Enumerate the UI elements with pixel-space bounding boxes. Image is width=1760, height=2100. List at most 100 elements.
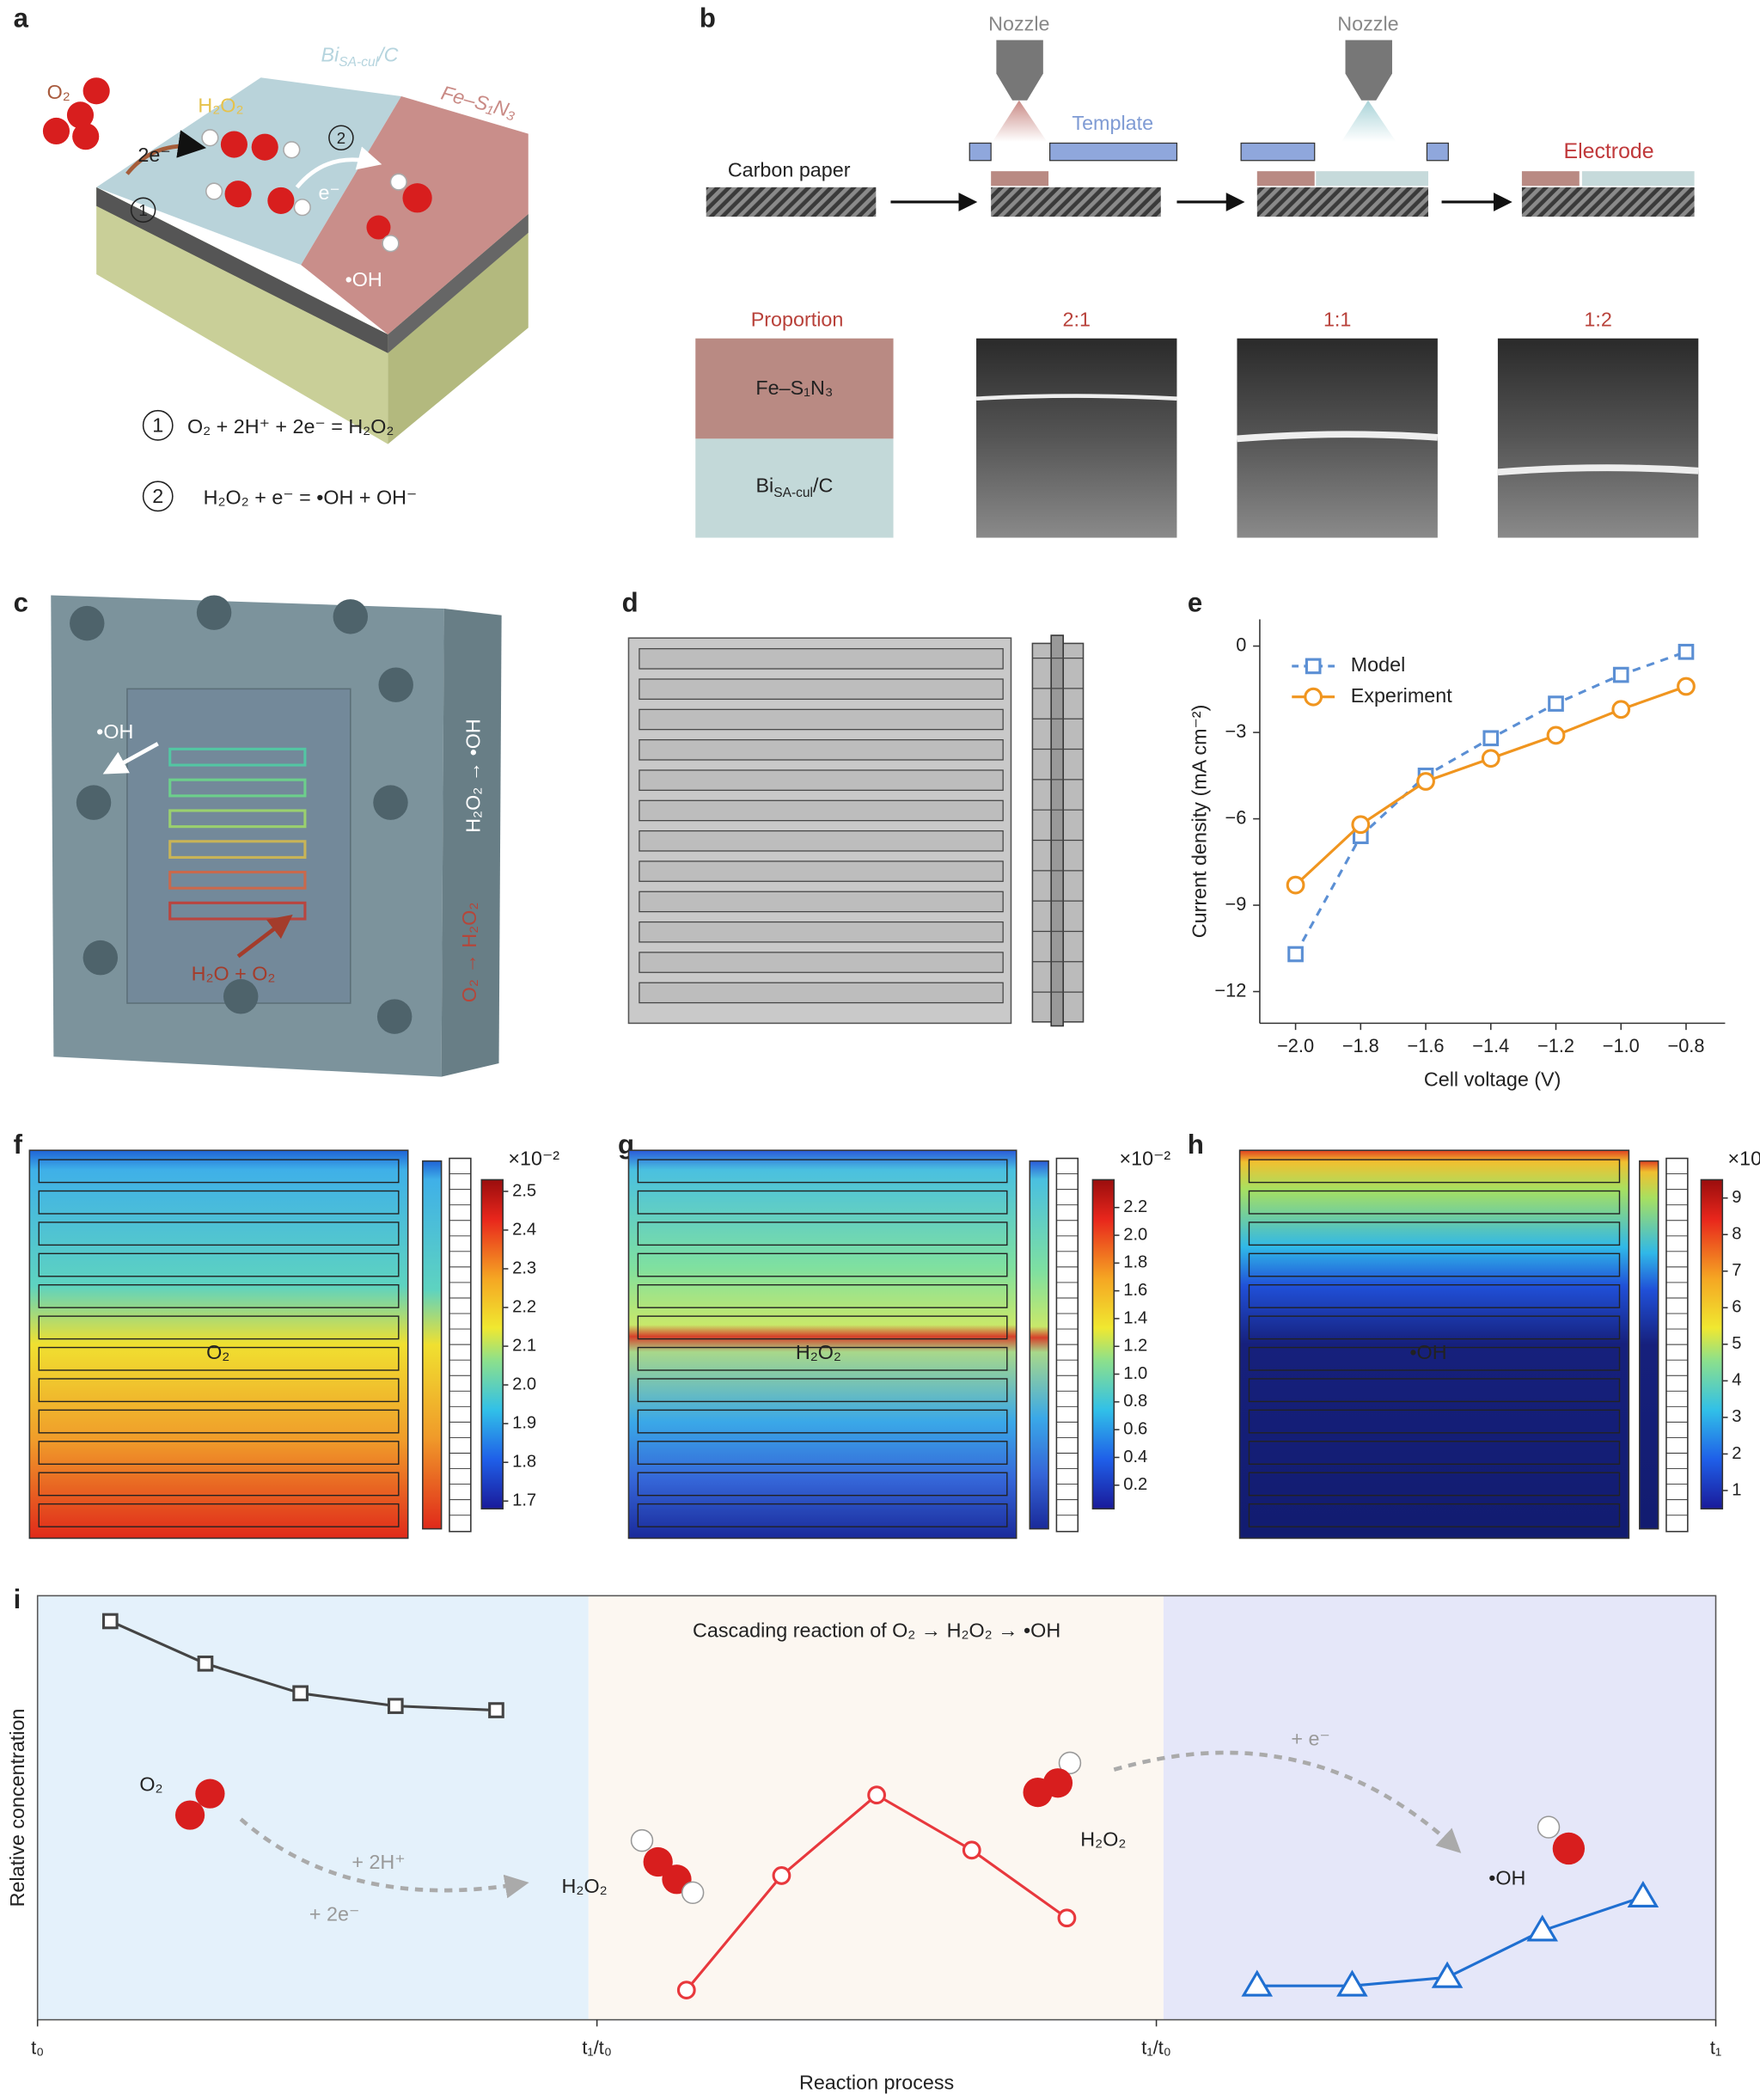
heatmap-panel: •OH ×10⁻³ 9 8 7 6 5 4 3 2 1 (1238, 1147, 1760, 1540)
colorbar-multiplier: ×10⁻³ (1728, 1147, 1760, 1169)
shape (82, 77, 110, 105)
step: 2 (152, 485, 163, 507)
shape (1521, 171, 1580, 187)
channel (38, 1346, 400, 1371)
colorbar-tick-label: 1.7 (512, 1491, 536, 1510)
reactor-well (126, 688, 351, 1004)
shape (1237, 431, 1439, 443)
arrow (295, 146, 382, 189)
annotation: + 2e⁻ (309, 1902, 359, 1925)
shape (195, 1779, 225, 1809)
carbon-papers (706, 187, 1695, 217)
step-circle (142, 481, 174, 512)
marker (1416, 772, 1435, 791)
shape (224, 181, 252, 208)
shape (373, 785, 408, 820)
shape (1256, 187, 1428, 217)
label: BiSA-cul/C (755, 474, 833, 501)
panel-c: •OH H₂O + O₂ H₂O₂ → •OH O₂ → H₂O₂ (51, 595, 502, 1077)
nozzle (996, 40, 1043, 101)
shape (168, 778, 307, 798)
fe-block (695, 338, 894, 439)
chart: t₀ t₁/t₀ t₁/t₀ t₁ Cascading reaction of O₂ →… (6, 1613, 1721, 2093)
heatmap-panel: H₂O₂ ×10⁻² 2.2 2.0 1.8 1.6 1.4 1.2 1.0 0.8 0.6 0.4 0… (627, 1147, 1170, 1540)
channel (1248, 1190, 1621, 1215)
templates (969, 142, 1449, 162)
panel-label: c (14, 588, 28, 618)
label: •OH (345, 268, 382, 291)
map-label: •OH (1409, 1341, 1446, 1363)
shape (168, 901, 307, 921)
bi-region (96, 77, 401, 266)
channel (1248, 1315, 1621, 1340)
chart-title: Cascading reaction of O₂ → H₂O₂ → •OH (693, 1619, 1060, 1642)
channel (639, 769, 1004, 791)
label: Electrode (1564, 139, 1654, 163)
heatmap (627, 1149, 1018, 1540)
shape (66, 101, 95, 129)
molecules (42, 77, 432, 240)
holes (70, 595, 413, 1034)
shape (969, 142, 992, 162)
shape (82, 940, 119, 976)
shape (76, 785, 112, 820)
shape (376, 999, 412, 1034)
marker (962, 1840, 981, 1860)
marker (867, 1785, 887, 1805)
channel (637, 1378, 1008, 1403)
label: 2e⁻ (138, 144, 170, 166)
marker (1287, 946, 1304, 963)
marker (772, 1866, 791, 1885)
channel (38, 1159, 400, 1184)
marker (1481, 749, 1500, 768)
shape (168, 840, 307, 859)
channel (637, 1221, 1008, 1246)
label: H₂O₂ (198, 95, 243, 117)
panel-label: a (14, 3, 29, 34)
shape (975, 394, 1177, 401)
colorbar (480, 1179, 504, 1510)
shape (1058, 1751, 1082, 1775)
shape (1023, 1777, 1053, 1808)
side-strip (1029, 1160, 1049, 1530)
y-tick-label: −3 (1225, 720, 1247, 742)
side-strip (1639, 1160, 1659, 1530)
y-axis-label: Current density (mA cm⁻²) (1189, 705, 1211, 939)
marker (1612, 666, 1629, 683)
step: 1 (152, 414, 163, 437)
colorbar-tick-label: 6 (1732, 1298, 1741, 1317)
label: Fe–S₁N₃ (755, 377, 833, 399)
arrow (125, 130, 206, 175)
shape (1256, 171, 1315, 187)
colorbar-tick-label: 1.0 (1123, 1364, 1147, 1383)
panel-b: Nozzle Nozzle Template Carbon paper Elec… (695, 13, 1699, 538)
step-circle (130, 197, 156, 223)
colorbar-tick-label: 3 (1732, 1407, 1741, 1426)
label-part: SA-cul (773, 486, 813, 500)
shape (630, 1828, 654, 1852)
channel (639, 799, 1004, 822)
annotation: •OH (1488, 1866, 1525, 1889)
shape (168, 870, 307, 890)
channel (1248, 1221, 1621, 1246)
spray (1341, 100, 1396, 142)
panel-d (627, 634, 1085, 1027)
x-tick-label: −1.2 (1537, 1035, 1574, 1056)
marker (1678, 643, 1695, 660)
spray (992, 100, 1048, 142)
shape (1552, 1832, 1586, 1865)
colorbar-tick-label: 1.8 (512, 1453, 536, 1472)
shape (283, 141, 301, 159)
shape (267, 187, 295, 214)
arrow (239, 1817, 529, 1899)
label: Nozzle (1337, 13, 1398, 35)
legend-marker (1304, 687, 1323, 707)
channel (38, 1441, 400, 1465)
marker (676, 1981, 696, 2000)
channel (38, 1315, 400, 1340)
y-tick-label: −12 (1214, 979, 1246, 1001)
side-core (1050, 634, 1064, 1027)
equation: H₂O₂ + e⁻ = •OH + OH⁻ (204, 487, 418, 509)
step-circle (142, 409, 174, 441)
map-label: H₂O₂ (796, 1341, 841, 1363)
